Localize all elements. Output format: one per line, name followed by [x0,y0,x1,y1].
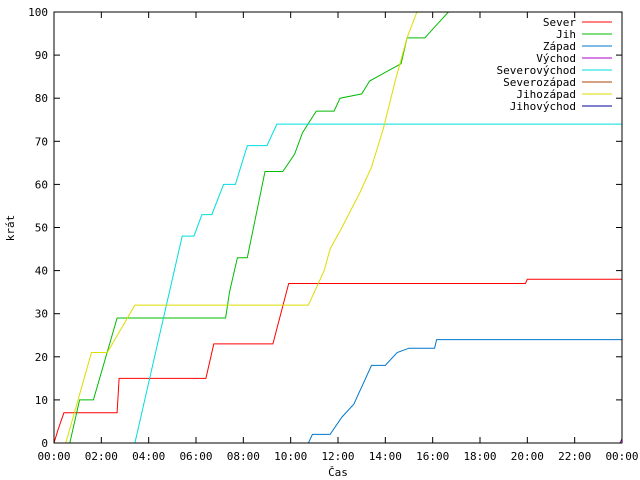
x-tick-label: 10:00 [274,450,307,463]
x-tick-label: 06:00 [179,450,212,463]
legend: SeverJihZápadVýchodSeverovýchodSeverozáp… [497,16,612,113]
legend-label: Sever [543,16,576,29]
plot-lines [54,12,622,443]
x-tick-label: 08:00 [227,450,260,463]
x-tick-label: 22:00 [558,450,591,463]
series-line-1 [69,12,449,443]
x-tick-label: 12:00 [321,450,354,463]
series-line-6 [65,12,418,443]
x-axis-title: Čas [328,466,348,479]
x-tick-label: 04:00 [132,450,165,463]
legend-label: Jihovýchod [510,100,576,113]
legend-label: Jih [556,28,576,41]
series-line-0 [54,278,622,443]
y-tick-label: 10 [35,394,48,407]
legend-label: Jihozápad [516,88,576,101]
legend-label: Severovýchod [497,64,576,77]
y-tick-label: 50 [35,222,48,235]
legend-label: Západ [543,40,576,53]
y-tick-label: 60 [35,178,48,191]
x-tick-label: 00:00 [605,450,638,463]
y-tick-label: 0 [41,437,48,450]
y-tick-label: 40 [35,265,48,278]
y-tick-label: 100 [28,6,48,19]
x-tick-label: 20:00 [511,450,544,463]
series-line-2 [307,339,622,443]
y-tick-label: 20 [35,351,48,364]
y-tick-label: 70 [35,135,48,148]
legend-label: Severozápad [503,76,576,89]
y-tick-label: 30 [35,308,48,321]
axis-ticks: 00:00 02:00 04:00 06:00 08:00 10:00 12:00 14:00… [28,6,638,463]
x-tick-label: 16:00 [416,450,449,463]
y-tick-label: 80 [35,92,48,105]
x-tick-label: 14:00 [369,450,402,463]
x-tick-label: 02:00 [85,450,118,463]
x-tick-label: 00:00 [37,450,70,463]
y-axis-title: krát [4,215,17,242]
legend-label: Východ [536,52,576,65]
y-tick-label: 90 [35,49,48,62]
x-tick-label: 18:00 [463,450,496,463]
